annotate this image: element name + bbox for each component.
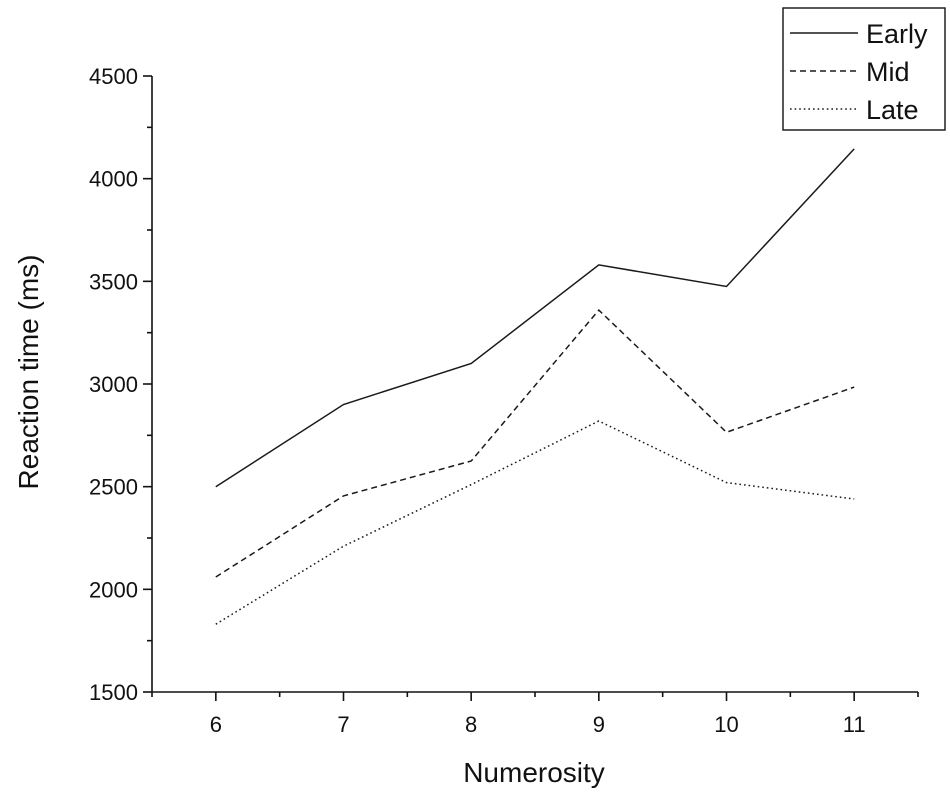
series-line-early — [215, 148, 855, 488]
series-layer — [215, 148, 855, 625]
series-line-mid — [215, 309, 855, 578]
x-tick-label: 9 — [593, 712, 605, 737]
plot-axes — [151, 76, 918, 693]
x-tick-label: 11 — [843, 712, 866, 737]
x-tick-label: 10 — [714, 712, 738, 737]
x-tick-label: 7 — [337, 712, 349, 737]
y-axis-title: Reaction time (ms) — [13, 255, 44, 490]
y-tick-label: 2000 — [89, 577, 138, 602]
x-axis-title: Numerosity — [463, 757, 605, 788]
x-axis-ticks: 6 7 8 9 10 11 — [151, 692, 919, 737]
y-tick-label: 2500 — [89, 475, 138, 500]
y-tick-label: 3500 — [89, 269, 138, 294]
y-tick-label: 1500 — [89, 680, 138, 705]
legend-label-early: Early — [866, 19, 928, 49]
y-axis-ticks: 1500 2000 2500 3000 3500 4000 4500 — [89, 64, 152, 705]
legend: Early Mid Late — [782, 7, 946, 131]
y-tick-label: 4500 — [89, 64, 138, 89]
x-tick-label: 6 — [210, 712, 222, 737]
y-tick-label: 4000 — [89, 167, 138, 192]
series-line-late — [215, 420, 855, 625]
y-tick-label: 3000 — [89, 372, 138, 397]
legend-label-mid: Mid — [866, 57, 910, 87]
legend-label-late: Late — [866, 95, 919, 125]
x-tick-label: 8 — [465, 712, 477, 737]
